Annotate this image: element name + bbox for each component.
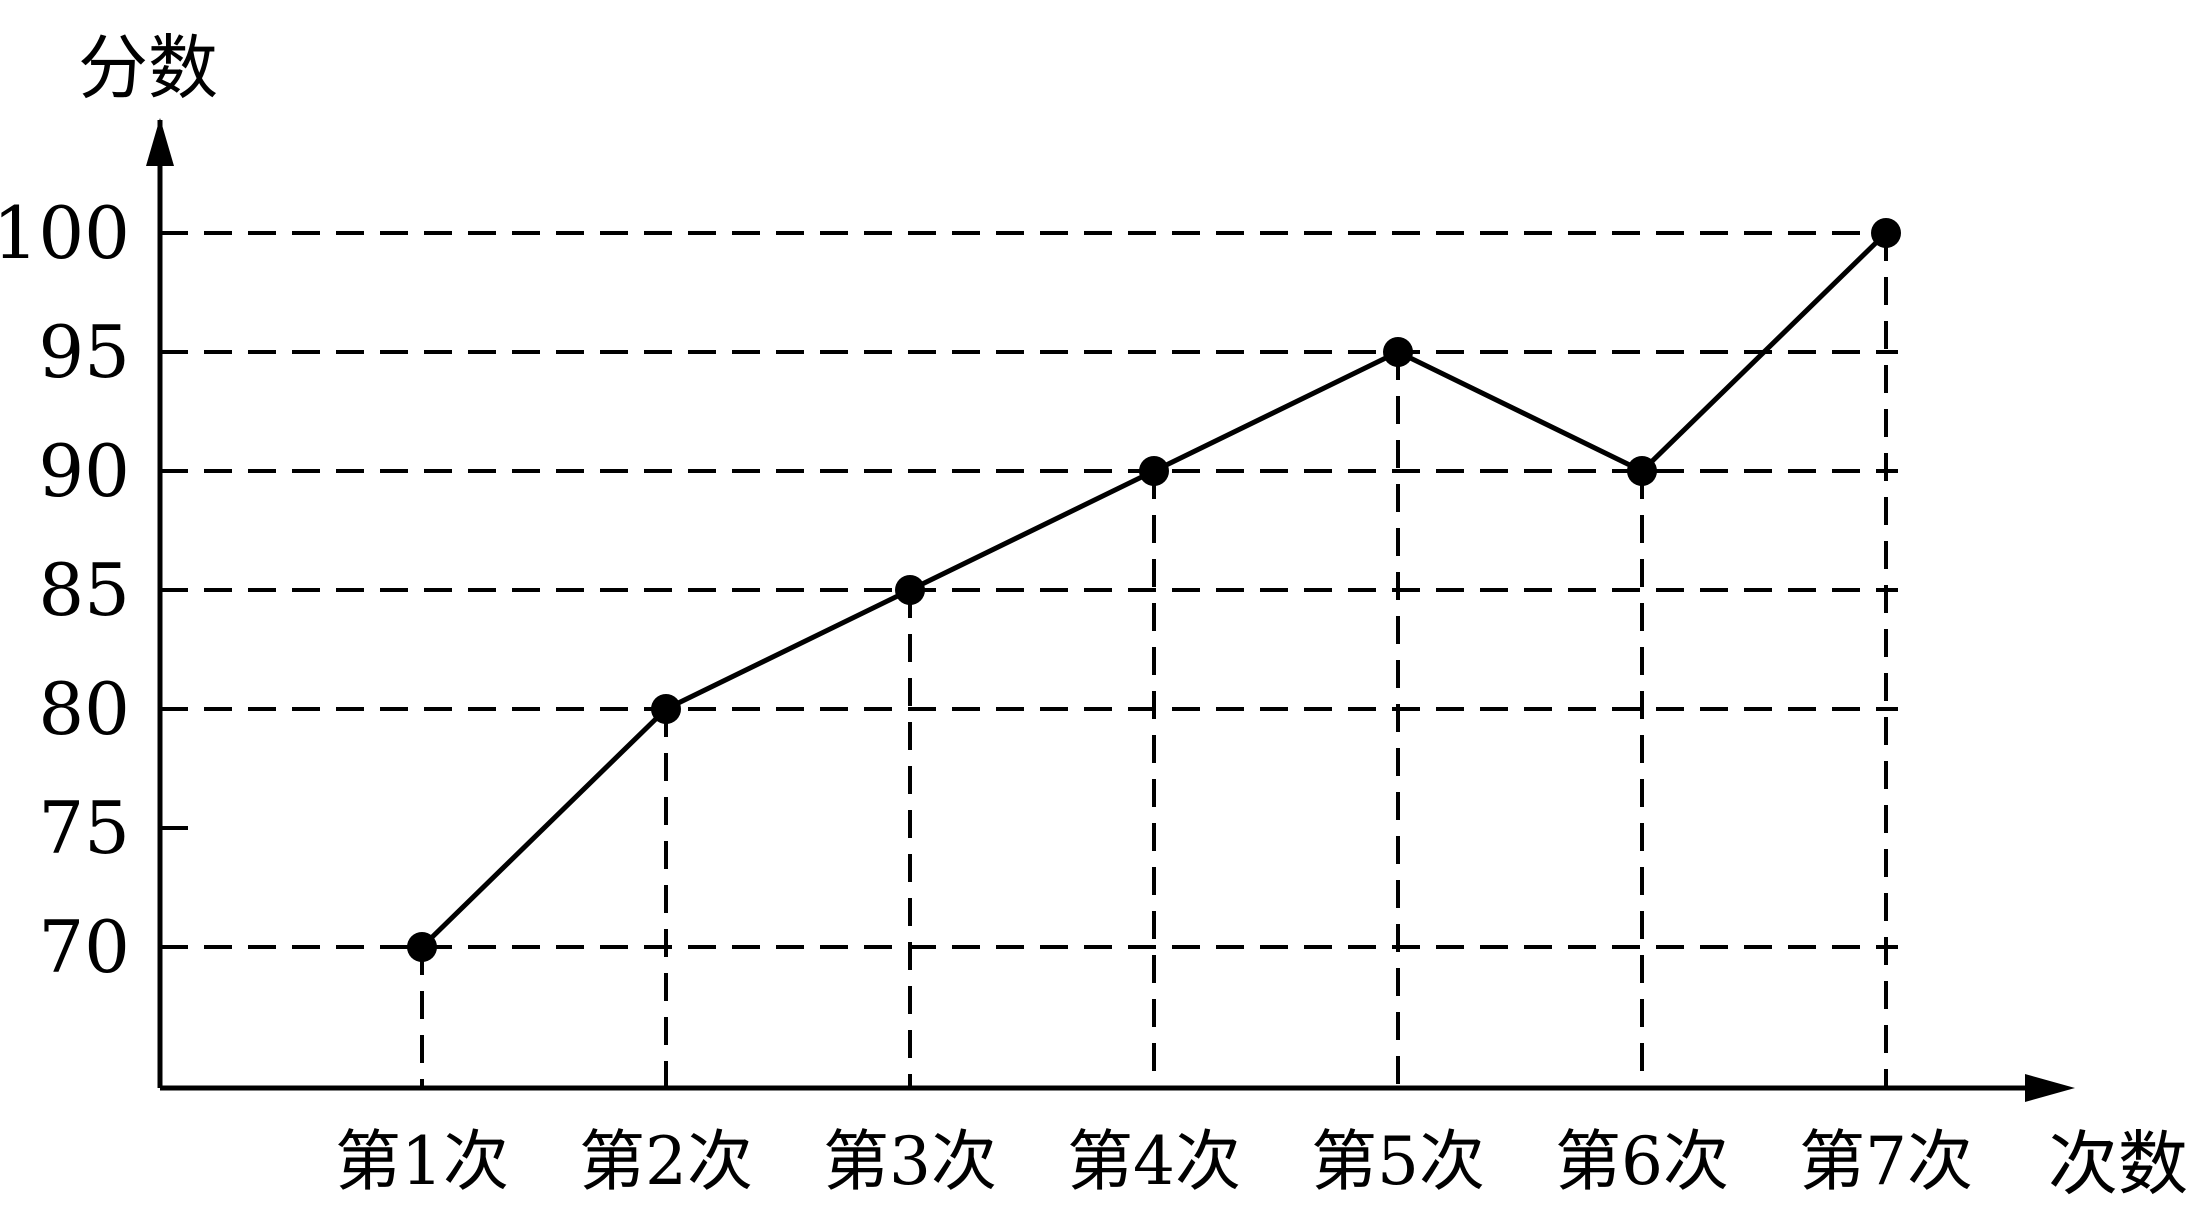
data-point-6 — [1627, 456, 1657, 486]
y-axis-title: 分数 — [78, 27, 218, 109]
data-point-1 — [407, 932, 437, 962]
x-tick-labels: 第1次 第2次 第3次 第4次 第5次 第6次 第7次 — [335, 1123, 1973, 1200]
x-axis-title: 次数 — [2048, 1123, 2188, 1205]
y-tick-label: 85 — [38, 548, 130, 632]
x-axis-arrowhead — [2025, 1074, 2075, 1102]
data-point-2 — [651, 694, 681, 724]
x-tick-label: 第7次 — [1799, 1123, 1973, 1200]
data-point-4 — [1139, 456, 1169, 486]
data-points — [407, 218, 1901, 962]
data-point-3 — [895, 575, 925, 605]
x-tick-label: 第2次 — [579, 1123, 753, 1200]
data-point-5 — [1383, 337, 1413, 367]
y-axis-arrowhead — [146, 118, 174, 166]
x-tick-label: 第4次 — [1067, 1123, 1241, 1200]
x-tick-label: 第1次 — [335, 1123, 509, 1200]
y-tick-label: 95 — [38, 310, 130, 394]
vertical-droplines — [420, 233, 1888, 1088]
horizontal-gridlines — [160, 231, 1898, 949]
x-tick-label: 第6次 — [1555, 1123, 1729, 1200]
y-tick-label: 70 — [38, 905, 130, 989]
data-point-7 — [1871, 218, 1901, 248]
x-tick-label: 第3次 — [823, 1123, 997, 1200]
y-tick-label: 90 — [38, 429, 130, 513]
y-tick-label: 80 — [38, 667, 130, 751]
y-tick-label: 100 — [0, 191, 130, 275]
x-tick-label: 第5次 — [1311, 1123, 1485, 1200]
y-tick-labels: 70 75 80 85 90 95 100 — [0, 191, 130, 989]
y-tick-label: 75 — [38, 786, 130, 870]
